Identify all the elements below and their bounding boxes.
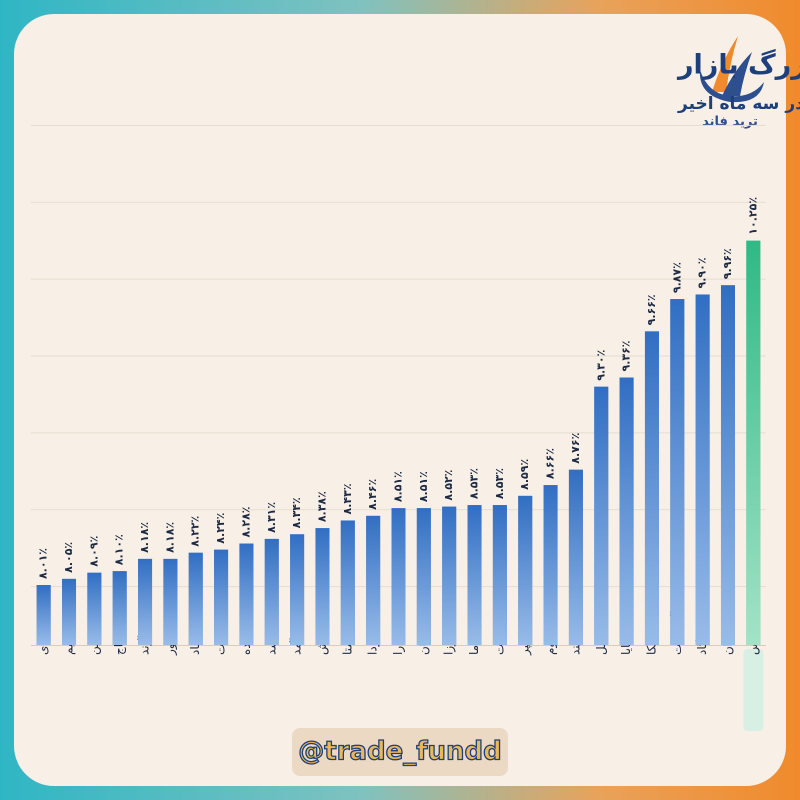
value-label: ۹.۹۰٪ — [696, 257, 709, 288]
bar-shade — [746, 240, 761, 645]
value-label: ۹.۳۶٪ — [620, 340, 633, 371]
bar-shade — [492, 505, 507, 645]
handle-box — [292, 728, 508, 776]
bar-shade — [619, 377, 634, 645]
bar-shade — [695, 294, 710, 645]
value-label: ۹.۸۷٪ — [670, 262, 683, 293]
bar-shade — [670, 299, 685, 645]
bar-shade — [594, 386, 609, 645]
value-label: ۸.۵۱٪ — [392, 471, 405, 502]
handle: @trade_fundd — [298, 737, 502, 767]
value-label: ۹.۶۶٪ — [645, 294, 658, 325]
bar-shade — [36, 585, 51, 645]
value-label: ۸.۷۶٪ — [569, 433, 582, 464]
value-label: ۸.۵۱٪ — [417, 471, 430, 502]
bar-shade — [366, 515, 381, 645]
bar-shade — [644, 331, 659, 645]
bar-shade — [138, 558, 153, 645]
bar-shade — [568, 469, 583, 645]
bar-shade — [62, 578, 77, 645]
value-label: ۸.۵۲٪ — [442, 470, 455, 501]
bar-shade — [214, 549, 229, 645]
value-label: ۸.۲۸٪ — [239, 506, 252, 537]
value-label: ۸.۵۳٪ — [468, 468, 481, 499]
value-label: ۸.۳۱٪ — [265, 502, 278, 533]
value-label: ۸.۰۵٪ — [62, 542, 75, 573]
bar-shade — [87, 572, 102, 645]
bar-shade — [112, 571, 127, 645]
value-label: ۸.۳۴٪ — [290, 497, 303, 528]
brand: ترید فاند — [702, 115, 758, 130]
bar-shade — [188, 552, 203, 645]
value-label: ۸.۵۳٪ — [493, 468, 506, 499]
bar-shade — [518, 495, 533, 645]
value-label: ۹.۳۰٪ — [594, 350, 607, 381]
value-label: ۱۰.۲۵٪ — [746, 197, 759, 235]
value-label: ۸.۰۹٪ — [87, 536, 100, 567]
value-label: ۸.۵۹٪ — [518, 459, 531, 490]
bar-shade — [264, 538, 279, 645]
value-label: ۸.۰۱٪ — [37, 548, 50, 579]
bar-shade — [163, 558, 178, 645]
bar-shade — [315, 528, 330, 645]
value-label: ۹.۹۶٪ — [721, 248, 734, 279]
value-label: ۸.۱۰٪ — [113, 534, 126, 565]
value-label: ۸.۱۸٪ — [163, 522, 176, 553]
chart-title: بازدهی صندوق‌های درآمد ثابت ETF بزرگ باز… — [676, 48, 800, 81]
highlight-box — [743, 649, 764, 731]
value-label: ۸.۲۴٪ — [214, 513, 227, 544]
chart-subtitle: در سه ماه اخیر — [677, 94, 800, 114]
bar-shade — [340, 520, 355, 645]
value-label: ۸.۴۳٪ — [341, 483, 354, 514]
logo — [697, 30, 765, 110]
bar-shade — [442, 506, 457, 645]
bar-shade — [720, 285, 735, 645]
bar-shade — [391, 508, 406, 645]
bar-shade — [467, 505, 482, 645]
bar-shade — [239, 543, 254, 645]
bar-shade — [416, 508, 431, 645]
value-label: ۸.۲۲٪ — [189, 516, 202, 547]
value-label: ۸.۴۶٪ — [366, 479, 379, 510]
value-label: ۸.۶۶٪ — [544, 448, 557, 479]
value-label: ۸.۳۸٪ — [315, 491, 328, 522]
bar-shade — [543, 485, 558, 645]
bar-shade — [290, 534, 305, 645]
value-label: ۸.۱۸٪ — [138, 522, 151, 553]
